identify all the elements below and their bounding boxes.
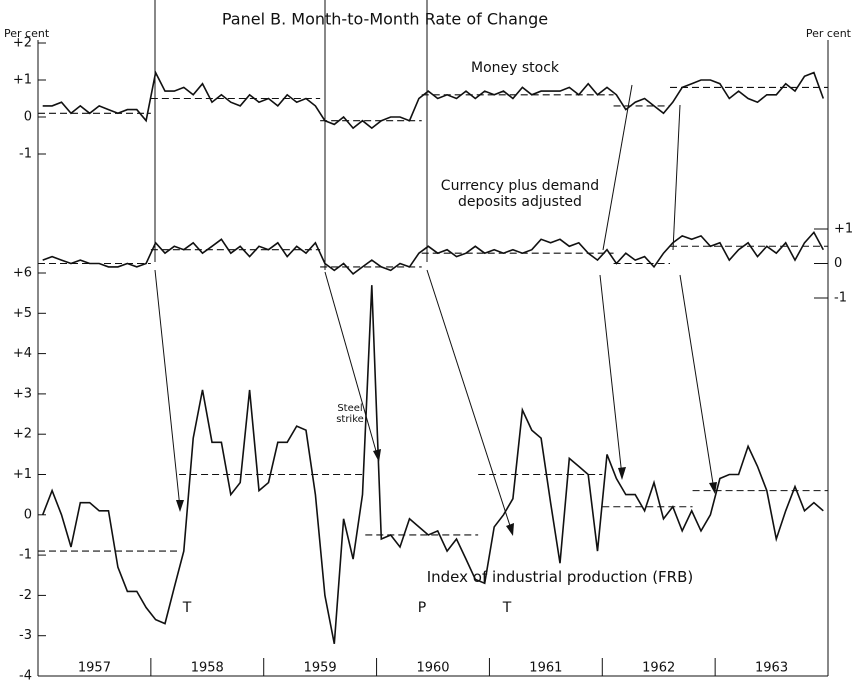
series-line (41, 285, 824, 644)
y-tick-label: -3 (19, 628, 32, 643)
arrowhead (373, 449, 381, 462)
connector (672, 104, 681, 251)
annotation: T (182, 600, 192, 616)
y-tick-label: +2 (13, 36, 32, 51)
connectors (154, 0, 715, 533)
arrowhead (618, 467, 626, 480)
left-axis-label: Per cent (4, 27, 50, 40)
arrow (679, 274, 715, 491)
chart-title: Panel B. Month-to-Month Rate of Change (222, 10, 548, 29)
x-tick-label: 1960 (416, 661, 449, 676)
y-tick-label: -1 (19, 548, 32, 563)
y-tick-label: +6 (13, 266, 32, 281)
x-tick-label: 1957 (78, 661, 111, 676)
y-tick-label: +1 (13, 73, 32, 88)
series-line (42, 70, 825, 130)
y-tick-label: -4 (19, 669, 32, 680)
arrow (324, 271, 379, 459)
series-line (42, 231, 825, 275)
series-label: Currency plus demand deposits adjusted (440, 178, 600, 210)
y-tick-label: +1 (13, 467, 32, 482)
annotation: T (502, 600, 512, 616)
y-tick-label: 0 (834, 256, 842, 271)
right-axis-label: Per cent (806, 27, 852, 40)
x-tick-label: 1963 (755, 661, 788, 676)
y-tick-label: +5 (13, 306, 32, 321)
arrowheads (176, 449, 717, 536)
y-tick-label: -1 (834, 291, 847, 306)
annotation: P (417, 600, 427, 616)
y-tick-label: +4 (13, 346, 32, 361)
x-tick-label: 1961 (529, 661, 562, 676)
arrowhead (506, 523, 514, 536)
y-tick-label: -2 (19, 588, 32, 603)
y-tick-label: 0 (24, 110, 32, 125)
arrowhead (176, 500, 184, 512)
y-tick-label: +3 (13, 386, 32, 401)
x-tick-label: 1959 (304, 661, 337, 676)
arrow (599, 274, 623, 477)
y-tick-label: -1 (19, 147, 32, 162)
connector (602, 84, 633, 251)
y-tick-label: 0 (24, 507, 32, 522)
y-tick-label: +2 (13, 427, 32, 442)
y-tick-label: +1 (834, 222, 853, 237)
x-tick-label: 1962 (642, 661, 675, 676)
x-tick-label: 1958 (191, 661, 224, 676)
series-label: Money stock (470, 60, 560, 76)
annotation: Steel strike (336, 403, 364, 425)
arrow (154, 269, 181, 509)
arrow (426, 269, 513, 533)
series-label: Index of industrial production (FRB) (426, 568, 694, 586)
